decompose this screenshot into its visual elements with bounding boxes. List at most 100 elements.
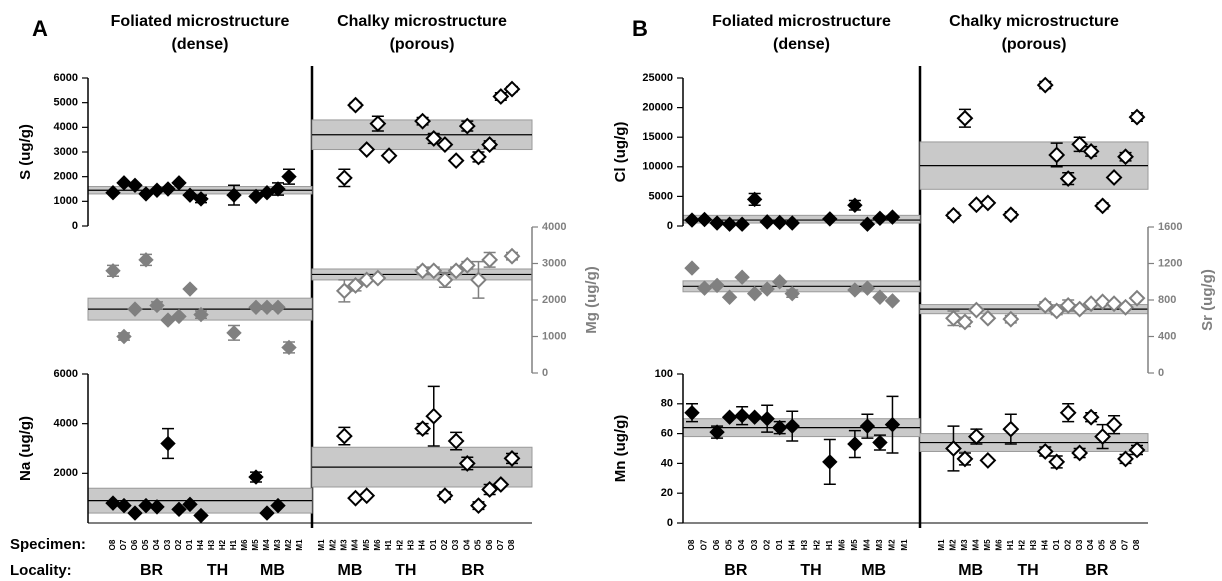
- filled-diamond: [105, 184, 121, 201]
- specimen-label: O6: [1109, 539, 1118, 550]
- filled-diamond: [884, 209, 901, 225]
- y-axis-title: Mn (ug/g): [612, 415, 629, 482]
- open-diamond: [1048, 146, 1066, 164]
- specimen-label: H2: [218, 539, 227, 550]
- open-diamond: [1117, 450, 1134, 468]
- specimen-label: O1: [185, 539, 194, 550]
- open-diamond: [979, 309, 997, 327]
- specimen-label: M5: [850, 539, 859, 551]
- specimen-label: M2: [328, 539, 337, 551]
- open-diamond: [1128, 108, 1146, 126]
- specimen-label: M4: [863, 539, 872, 551]
- filled-diamond: [684, 212, 700, 228]
- specimen-label: M4: [351, 539, 360, 551]
- open-diamond: [380, 147, 398, 165]
- y-tick-label: 0: [542, 367, 548, 379]
- open-diamond: [1082, 142, 1100, 160]
- specimen-label: O7: [700, 539, 709, 550]
- specimen-label: M6: [994, 539, 1003, 551]
- filled-diamond: [116, 175, 132, 191]
- filled-diamond: [721, 409, 738, 425]
- group-title: Chalky microstructure: [337, 13, 507, 30]
- open-diamond: [945, 440, 962, 457]
- filled-diamond: [193, 306, 209, 323]
- open-diamond: [1048, 302, 1066, 320]
- specimen-label: O2: [762, 539, 771, 550]
- open-diamond: [481, 251, 499, 269]
- specimen-label: O5: [141, 539, 150, 550]
- specimen-label: O8: [507, 539, 516, 550]
- filled-diamond: [171, 308, 187, 325]
- specimen-label: O4: [737, 539, 746, 550]
- open-diamond: [335, 427, 353, 445]
- open-diamond: [1094, 197, 1112, 215]
- specimen-label: O7: [496, 539, 505, 550]
- open-diamond: [436, 487, 454, 505]
- y-tick-label: 2000: [542, 294, 566, 306]
- filled-diamond: [105, 263, 121, 279]
- filled-diamond: [709, 277, 725, 294]
- specimen-label: H2: [395, 539, 404, 550]
- open-diamond: [1082, 408, 1100, 426]
- open-diamond: [1094, 428, 1112, 445]
- group-subtitle: (dense): [172, 36, 229, 53]
- open-diamond: [358, 141, 376, 158]
- open-diamond: [470, 271, 487, 289]
- filled-diamond: [127, 177, 143, 194]
- y-tick-label: 5000: [649, 190, 673, 202]
- filled-diamond: [746, 285, 763, 302]
- locality-heading: Locality:: [10, 562, 72, 579]
- locality-label: TH: [1017, 562, 1038, 579]
- specimen-heading: Specimen:: [10, 536, 86, 553]
- open-diamond: [458, 117, 476, 135]
- group-subtitle: (porous): [1002, 36, 1067, 53]
- specimen-label: H2: [812, 539, 821, 550]
- open-diamond: [414, 112, 432, 130]
- panel-label: A: [32, 16, 48, 41]
- filled-diamond: [759, 281, 775, 297]
- filled-diamond: [859, 418, 876, 434]
- open-diamond: [358, 487, 376, 505]
- specimen-label: H4: [418, 539, 427, 550]
- filled-diamond: [884, 293, 901, 309]
- specimen-label: O3: [163, 539, 172, 550]
- open-diamond: [1036, 297, 1054, 314]
- y-tick-label: 2000: [54, 171, 78, 183]
- open-diamond: [436, 136, 454, 154]
- filled-diamond: [847, 436, 863, 452]
- specimen-label: H2: [1017, 539, 1026, 550]
- y-tick-label: 60: [661, 428, 673, 440]
- open-diamond: [458, 454, 476, 472]
- y-tick-label: 6000: [54, 72, 78, 84]
- specimen-label: H4: [787, 539, 796, 550]
- specimen-label: H3: [407, 539, 416, 550]
- specimen-label: M5: [983, 539, 992, 551]
- filled-diamond: [721, 289, 738, 305]
- y-axis-title: S (ug/g): [17, 124, 34, 180]
- locality-label: TH: [800, 562, 821, 579]
- y-tick-label: 80: [661, 398, 673, 410]
- filled-diamond: [746, 191, 763, 208]
- specimen-label: O4: [152, 539, 161, 550]
- open-diamond: [503, 247, 521, 265]
- filled-diamond: [138, 497, 154, 514]
- filled-diamond: [193, 507, 209, 524]
- filled-diamond: [270, 299, 286, 316]
- specimen-label: O8: [108, 539, 117, 550]
- open-diamond: [1105, 169, 1123, 186]
- y-tick-label: 1600: [1158, 221, 1182, 233]
- y-tick-label: 20: [661, 487, 673, 499]
- locality-label: BR: [1085, 562, 1109, 579]
- open-diamond: [979, 194, 997, 212]
- filled-diamond: [822, 454, 838, 470]
- filled-diamond: [248, 469, 264, 485]
- filled-diamond: [193, 191, 209, 207]
- filled-diamond: [226, 187, 242, 203]
- filled-diamond: [281, 168, 297, 185]
- y-tick-label: 2000: [54, 467, 78, 479]
- y-tick-label: 20000: [642, 102, 673, 114]
- filled-diamond: [872, 289, 888, 305]
- specimen-label: O7: [1121, 539, 1130, 550]
- y-tick-label: 5000: [54, 97, 78, 109]
- filled-diamond: [684, 260, 700, 276]
